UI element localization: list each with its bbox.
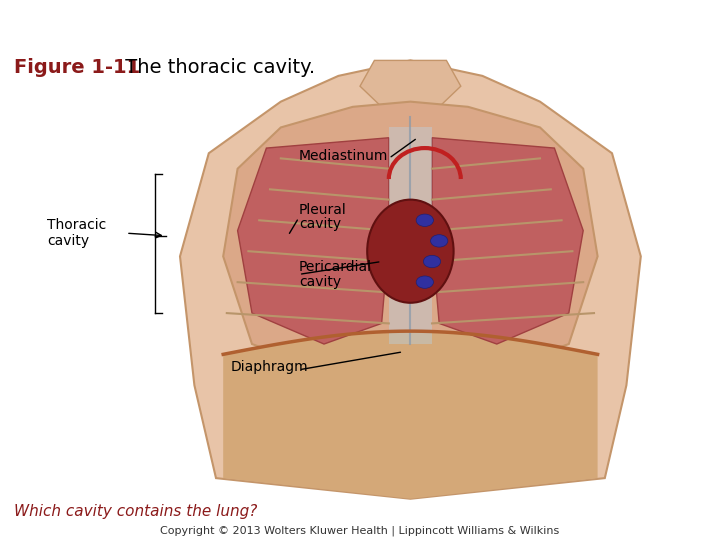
Text: Pleural: Pleural (299, 203, 346, 217)
Circle shape (416, 214, 433, 226)
Text: cavity: cavity (299, 275, 341, 289)
Circle shape (416, 276, 433, 288)
Text: Figure 1-11: Figure 1-11 (14, 58, 140, 77)
Text: Thoracic: Thoracic (47, 218, 106, 232)
Circle shape (431, 235, 448, 247)
Polygon shape (180, 60, 641, 499)
Ellipse shape (367, 200, 454, 303)
Circle shape (423, 255, 441, 268)
Text: cavity: cavity (47, 234, 89, 248)
Polygon shape (432, 138, 583, 344)
Polygon shape (238, 138, 389, 344)
Polygon shape (223, 102, 598, 386)
Text: Taylor: Memmler's Structure and Function of the Human Body: Taylor: Memmler's Structure and Function… (7, 5, 394, 19)
Text: Mediastinum: Mediastinum (299, 149, 388, 163)
Polygon shape (223, 331, 598, 499)
Text: Diaphragm: Diaphragm (230, 360, 308, 374)
Text: Which cavity contains the lung?: Which cavity contains the lung? (14, 504, 258, 519)
Text: cavity: cavity (299, 218, 341, 232)
Polygon shape (360, 60, 461, 107)
Text: Pericardial: Pericardial (299, 260, 372, 274)
Polygon shape (389, 127, 432, 344)
Text: The thoracic cavity.: The thoracic cavity. (119, 58, 315, 77)
Text: Copyright © 2013 Wolters Kluwer Health | Lippincott Williams & Wilkins: Copyright © 2013 Wolters Kluwer Health |… (161, 525, 559, 536)
